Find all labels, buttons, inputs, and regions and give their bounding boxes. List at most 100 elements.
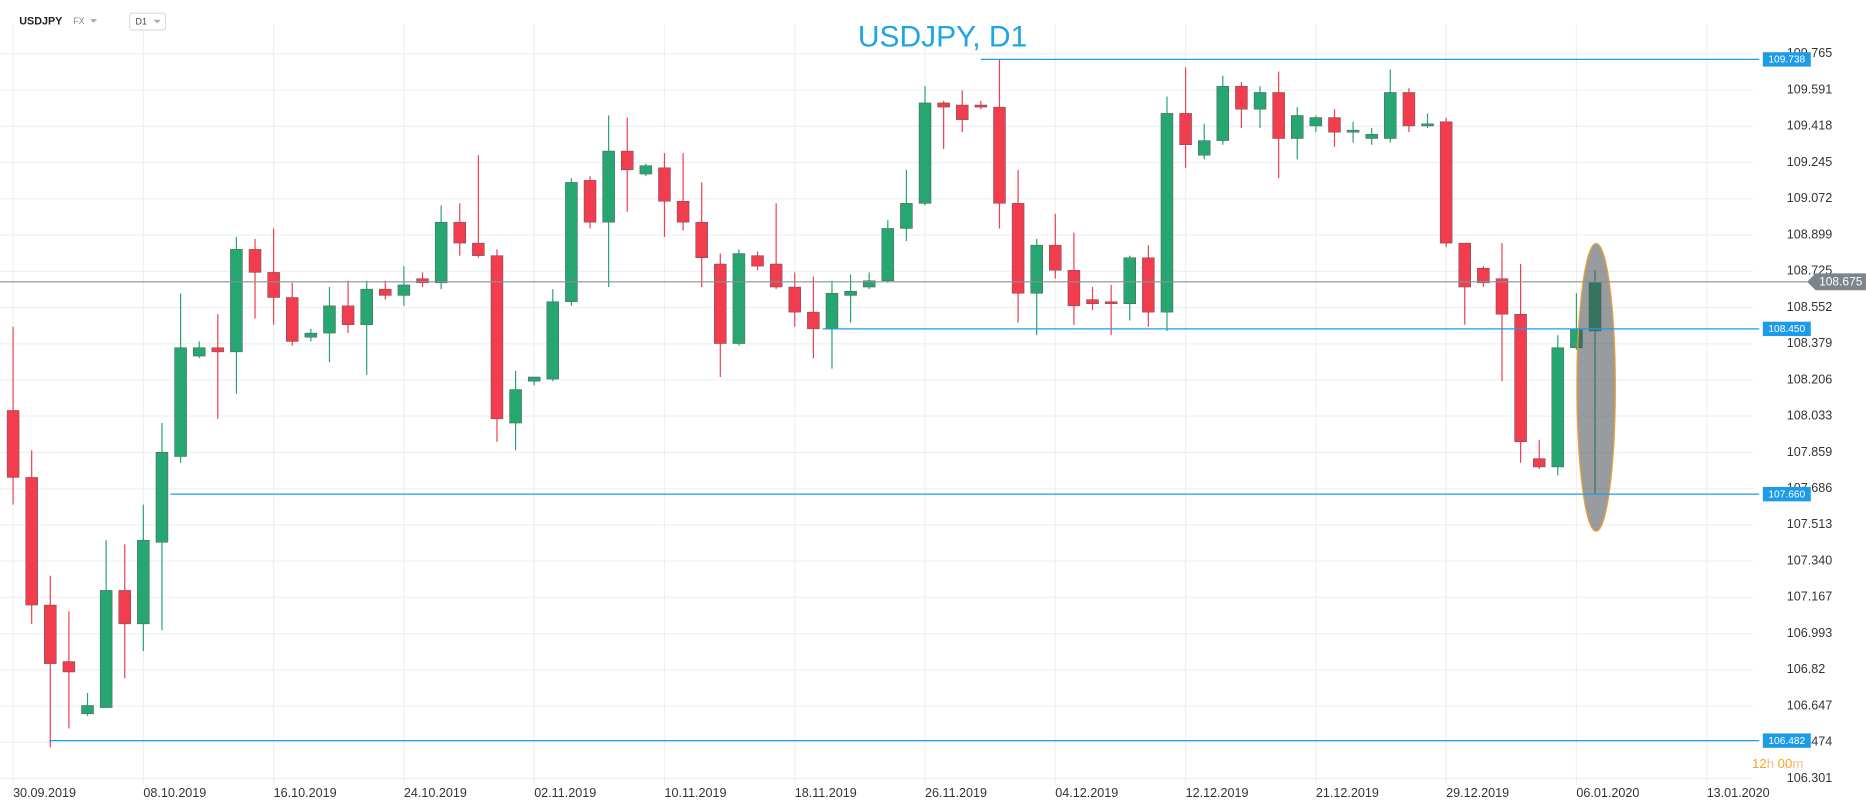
candle-body: [732, 253, 746, 344]
y-tick-label: 107.340: [1787, 553, 1832, 567]
level-tag: [1762, 321, 1811, 337]
timer-minutes: 00: [1778, 757, 1793, 772]
last-price-tag: [1807, 273, 1866, 291]
y-tick-label: 109.245: [1787, 155, 1832, 169]
y-tick-label: 108.206: [1787, 372, 1832, 386]
candle-body: [1495, 278, 1509, 315]
candle-body: [565, 182, 578, 302]
chart-title: USDJPY, D1: [858, 20, 1027, 53]
x-tick-label: 10.11.2019: [664, 786, 726, 800]
candle-body: [1384, 92, 1397, 139]
grid-layer: 109.765109.591109.418109.245109.072108.8…: [0, 23, 1832, 800]
candle-body: [546, 301, 560, 380]
candle-body: [118, 590, 131, 625]
x-tick-label: 02.11.2019: [534, 786, 596, 800]
y-tick-label: 108.379: [1787, 336, 1832, 350]
y-tick-label: 109.072: [1787, 191, 1832, 205]
x-tick-label: 08.10.2019: [143, 786, 206, 800]
y-tick-label: 106.993: [1787, 626, 1832, 640]
timer-minutes-unit: m: [1792, 757, 1803, 772]
x-tick-label: 12.12.2019: [1186, 786, 1249, 800]
y-tick-label: 107.167: [1787, 590, 1832, 604]
dropdown-arrow[interactable]: [153, 19, 161, 24]
x-tick-label: 18.11.2019: [795, 786, 857, 800]
y-tick-label: 106.301: [1787, 771, 1832, 785]
candle-body: [1160, 113, 1174, 313]
candle-body: [62, 661, 76, 673]
overlay-layer: 109.738 108.450 107.660 106.482 108.675: [0, 52, 1866, 748]
candle-body: [769, 263, 783, 288]
y-tick-label: 106.82: [1787, 662, 1825, 676]
y-tick-label: 106.647: [1787, 698, 1832, 712]
candle-body: [472, 242, 485, 256]
candle-body: [714, 263, 727, 344]
candle-body: [1011, 203, 1025, 294]
candle-body: [416, 278, 429, 284]
candle-body: [1030, 244, 1043, 294]
timer-hours: 12: [1752, 757, 1767, 772]
x-tick-label: 04.12.2019: [1055, 786, 1118, 800]
x-tick-label: 06.01.2020: [1576, 786, 1639, 800]
timeframe-box[interactable]: [128, 12, 167, 31]
timeframe[interactable]: D1: [136, 17, 148, 27]
candle-body: [248, 249, 262, 273]
market: FX: [73, 16, 84, 26]
candle-body: [956, 104, 969, 120]
candle-body: [639, 165, 653, 175]
y-tick-label: 107.513: [1787, 517, 1832, 531]
x-tick-label: 13.01.2020: [1707, 786, 1770, 800]
candle-body: [1514, 313, 1527, 443]
candle-body: [341, 305, 355, 325]
candle-body: [267, 272, 280, 298]
candle-body: [1104, 301, 1118, 305]
x-tick-label: 16.10.2019: [274, 786, 337, 800]
level-tag: [1762, 486, 1811, 502]
candle-body: [99, 590, 113, 708]
candle-body: [1532, 458, 1546, 468]
candle-body: [509, 389, 522, 424]
y-tick-label: 107.859: [1787, 445, 1832, 459]
y-tick-label: 108.899: [1787, 227, 1832, 241]
candle-body: [602, 150, 615, 223]
candle-body: [397, 284, 411, 296]
candle-body: [1309, 117, 1323, 127]
marks-layer: [6, 59, 1602, 748]
candle-body: [658, 167, 671, 202]
level-label: 108.450: [1768, 324, 1805, 335]
toolbar: USDJPY FX D1: [19, 12, 167, 31]
timer-hours-unit: h: [1767, 757, 1774, 772]
candle-body: [844, 290, 857, 296]
candle-body: [1253, 92, 1267, 110]
candle-body: [453, 221, 466, 244]
candle-body: [974, 104, 988, 108]
candle-body: [174, 347, 187, 457]
candle-body: [1439, 121, 1453, 244]
candle-body: [6, 410, 20, 478]
y-tick-label: 109.591: [1787, 82, 1832, 96]
candle-body: [1216, 85, 1230, 141]
candle-body: [621, 150, 634, 171]
candle-body: [751, 255, 764, 267]
dropdown-arrow[interactable]: [89, 19, 98, 23]
candle-body: [1142, 257, 1155, 313]
symbol[interactable]: USDJPY: [19, 15, 63, 27]
highlight-ellipse: [1576, 242, 1616, 532]
x-tick-label: 26.11.2019: [925, 786, 987, 800]
candle-body: [44, 604, 57, 664]
candle-body: [1123, 257, 1136, 305]
candle-body: [1365, 134, 1378, 139]
candle-body: [379, 288, 392, 296]
candle-body: [211, 347, 225, 353]
candle-body: [81, 705, 94, 715]
level-tag: [1762, 52, 1811, 67]
candle-body: [323, 305, 336, 334]
x-tick-label: 29.12.2019: [1446, 786, 1509, 800]
candle-body: [1179, 113, 1192, 146]
candle-body: [1086, 299, 1099, 305]
timer: 12h 00m: [1752, 757, 1803, 772]
candle-body: [304, 332, 318, 338]
candle-body: [527, 376, 541, 382]
x-tick-label: 24.10.2019: [404, 786, 467, 800]
candle-body: [937, 102, 950, 108]
